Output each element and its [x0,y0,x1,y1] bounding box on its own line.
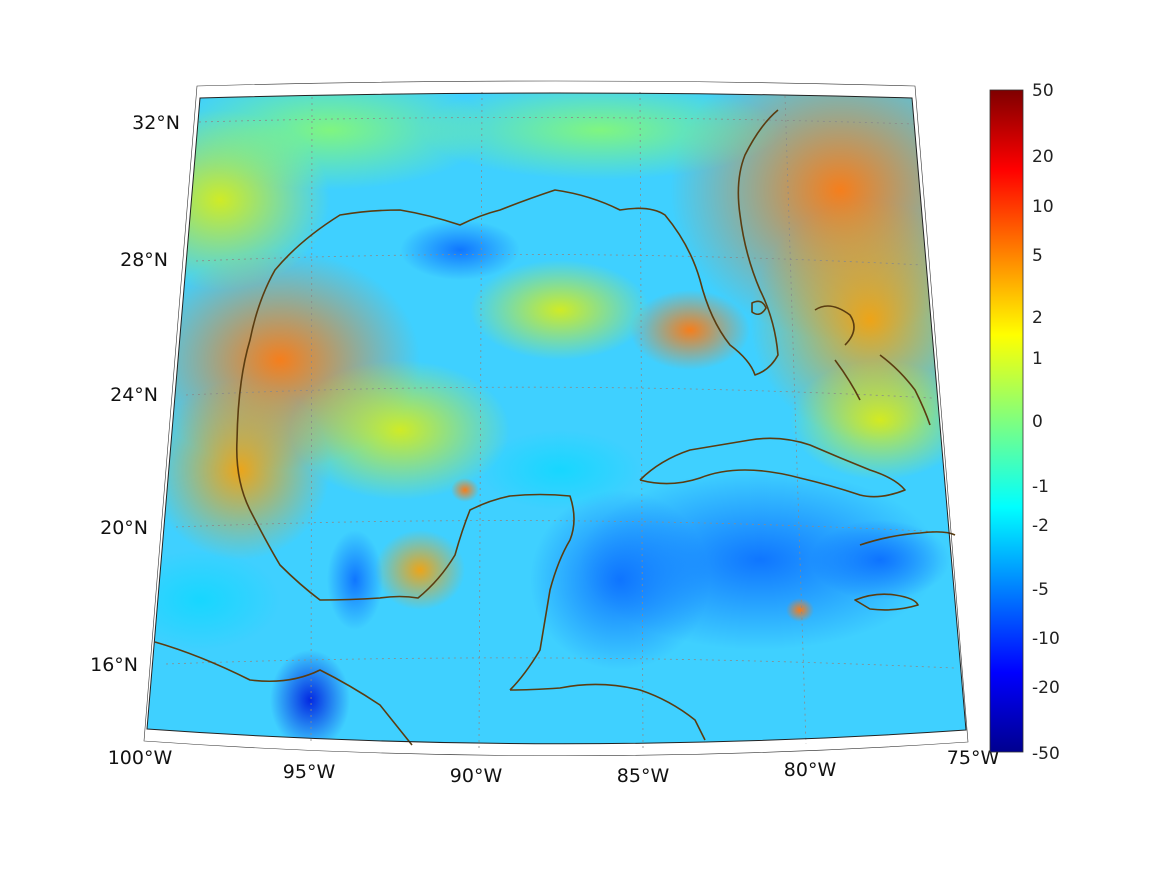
lat-label-24: 24°N [110,384,158,406]
lon-label-85: 85°W [617,765,670,787]
cb-tick: 0 [1032,412,1043,432]
graticule [165,91,955,749]
mexico-coast [235,439,575,691]
cb-tick: -5 [1032,580,1049,600]
data-field [147,93,966,744]
jamaica [854,593,919,611]
lon-labels: 100°W 95°W 90°W 85°W 80°W 75°W [108,747,1000,787]
lat-label-28: 28°N [120,249,168,271]
coastlines [154,109,956,746]
lat-label-20: 20°N [100,517,148,539]
cb-tick: -2 [1032,516,1049,536]
lake-okeechobee [751,300,767,316]
lon-label-80: 80°W [784,759,837,781]
lon-label-90: 90°W [450,765,503,787]
colorbar: 50 20 10 5 2 1 0 -1 -2 -5 -10 -20 -50 [989,81,1060,764]
colorbar-ticks: 50 20 10 5 2 1 0 -1 -2 -5 -10 -20 -50 [1032,81,1060,764]
cb-tick: 20 [1032,147,1054,167]
cb-tick: 50 [1032,81,1054,101]
cb-tick: 2 [1032,308,1043,328]
hispaniola [859,531,956,546]
cb-tick: 1 [1032,349,1043,369]
cb-tick: 10 [1032,197,1054,217]
lon-label-75: 75°W [947,747,1000,769]
lon-label-95: 95°W [283,761,336,783]
bahamas [814,305,931,426]
gulf-coast-us [236,109,779,441]
central-america-coast [509,683,706,741]
lat-labels: 16°N 20°N 24°N 28°N 32°N [90,112,180,676]
map-frame [146,92,967,745]
lat-label-32: 32°N [132,112,180,134]
cb-tick: -20 [1032,678,1060,698]
colorbar-ramp [989,89,1024,753]
lon-label-100: 100°W [108,747,173,769]
pacific-coast [154,641,413,746]
cb-tick: 5 [1032,246,1043,266]
cb-tick: -50 [1032,744,1060,764]
lat-label-16: 16°N [90,654,138,676]
cuba [639,437,906,498]
cb-tick: -10 [1032,629,1060,649]
cb-tick: -1 [1032,477,1049,497]
